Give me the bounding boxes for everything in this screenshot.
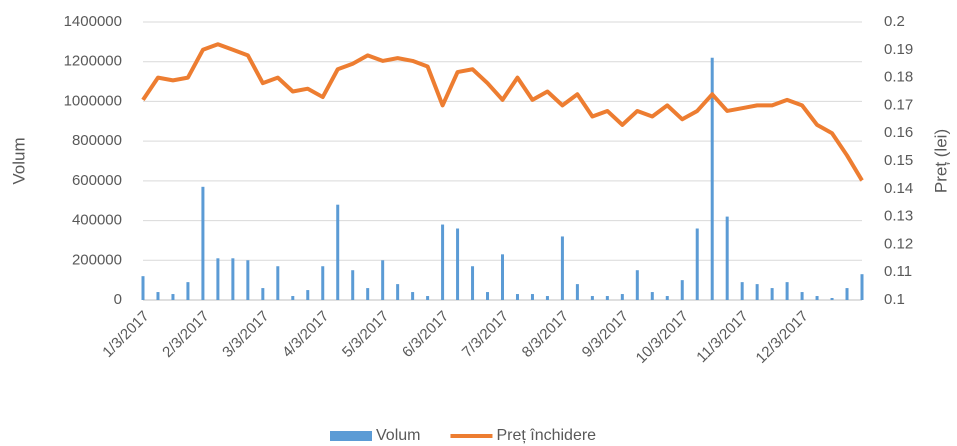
bar	[381, 260, 385, 300]
y2-tick-label: 0.14	[884, 180, 913, 197]
y2-tick-label: 0.16	[884, 124, 913, 141]
y-tick-label: 600000	[72, 172, 122, 189]
bar	[860, 274, 864, 300]
bar	[366, 288, 370, 300]
bar	[650, 292, 654, 300]
x-tick-label: 4/3/2017	[279, 308, 332, 361]
bar	[471, 266, 475, 300]
y-tick-label: 0	[114, 291, 122, 308]
bar	[740, 282, 744, 300]
y2-tick-label: 0.11	[884, 263, 912, 280]
y2-tick-label: 0.2	[884, 13, 905, 30]
bar	[246, 260, 250, 300]
bar	[665, 296, 669, 300]
bar	[336, 204, 340, 300]
x-tick-label: 7/3/2017	[459, 308, 512, 361]
x-tick-label: 3/3/2017	[219, 308, 272, 361]
bar	[396, 284, 400, 300]
bar	[231, 258, 235, 300]
bar	[515, 294, 519, 300]
y-tick-label: 800000	[72, 132, 122, 149]
x-tick-label: 9/3/2017	[579, 308, 632, 361]
bar	[141, 276, 145, 300]
bar	[291, 296, 295, 300]
y2-tick-label: 0.12	[884, 235, 913, 252]
y-tick-label: 1200000	[64, 53, 122, 70]
bar	[156, 292, 160, 300]
bar	[785, 282, 789, 300]
y2-tick-label: 0.19	[884, 41, 913, 58]
y-tick-label: 1400000	[64, 13, 122, 30]
y2-tick-label: 0.18	[884, 69, 913, 86]
bar	[710, 57, 714, 300]
bar	[800, 292, 804, 300]
bar	[530, 294, 534, 300]
bar	[306, 290, 310, 300]
bar	[590, 296, 594, 300]
bar	[426, 296, 430, 300]
y2-tick-label: 0.15	[884, 152, 913, 169]
bar	[186, 282, 190, 300]
legend-label: Volum	[376, 427, 420, 444]
y-tick-label: 1000000	[64, 92, 122, 109]
bar	[486, 292, 490, 300]
bar	[456, 228, 460, 300]
bar	[216, 258, 220, 300]
bar	[845, 288, 849, 300]
bar	[276, 266, 280, 300]
bar	[411, 292, 415, 300]
x-tick-label: 6/3/2017	[399, 308, 452, 361]
bar	[575, 284, 579, 300]
x-tick-label: 10/3/2017	[633, 308, 692, 367]
y-tick-label: 400000	[72, 212, 122, 229]
bar	[815, 296, 819, 300]
x-tick-label: 12/3/2017	[753, 308, 812, 367]
x-tick-label: 11/3/2017	[693, 308, 751, 366]
bar	[560, 236, 564, 300]
bar	[635, 270, 639, 300]
legend-label: Preț închidere	[496, 427, 596, 444]
bar	[605, 296, 609, 300]
bar	[755, 284, 759, 300]
y2-tick-label: 0.17	[884, 96, 913, 113]
bar	[201, 186, 205, 300]
y-axis-title: Volum	[9, 137, 28, 184]
bar	[830, 298, 834, 300]
y2-axis-title: Preț (lei)	[931, 129, 950, 193]
x-tick-label: 8/3/2017	[519, 308, 572, 361]
legend-swatch	[330, 431, 372, 441]
y2-tick-label: 0.1	[884, 291, 905, 308]
x-tick-label: 2/3/2017	[159, 308, 212, 361]
bar	[680, 280, 684, 300]
bar	[351, 270, 355, 300]
bar	[770, 288, 774, 300]
x-tick-label: 5/3/2017	[339, 308, 392, 361]
bar	[171, 294, 175, 300]
bar	[261, 288, 265, 300]
bar	[725, 216, 729, 300]
bar	[501, 254, 504, 300]
bar	[620, 294, 624, 300]
bar	[441, 224, 445, 300]
bar	[321, 266, 325, 300]
x-tick-label: 1/3/2017	[99, 308, 152, 361]
y-tick-label: 200000	[72, 251, 122, 268]
y2-tick-label: 0.13	[884, 208, 913, 225]
price-line	[141, 42, 864, 182]
bar	[695, 228, 699, 300]
bar	[545, 296, 549, 300]
